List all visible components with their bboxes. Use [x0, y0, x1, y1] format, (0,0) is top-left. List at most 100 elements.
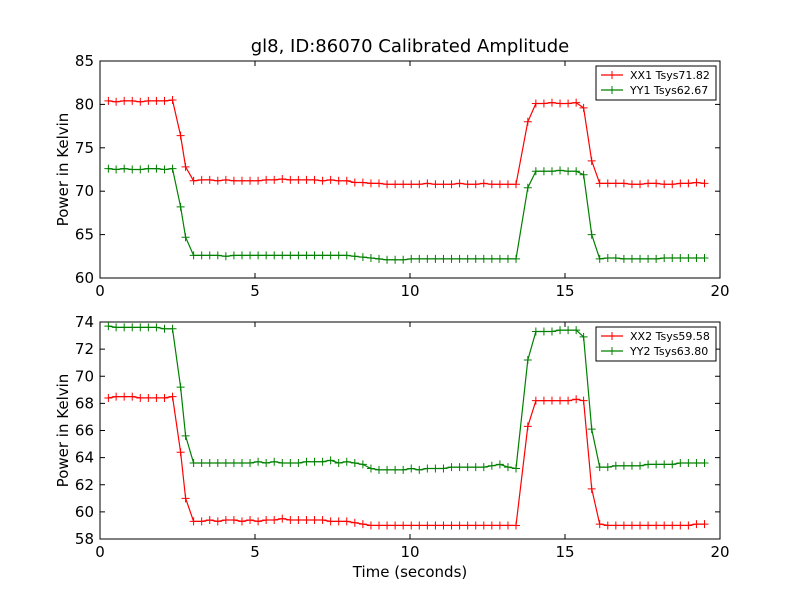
data-point	[619, 179, 628, 188]
data-point	[189, 251, 198, 260]
data-point	[358, 520, 367, 529]
data-point	[523, 422, 532, 431]
y-tick-label: 74	[75, 313, 94, 331]
data-point	[294, 175, 303, 184]
data-point	[375, 254, 383, 263]
data-point	[104, 96, 113, 105]
data-point	[603, 463, 612, 472]
data-point	[128, 165, 137, 174]
data-point	[463, 180, 472, 189]
data-point	[463, 463, 472, 472]
top-plot: 0 5 10 15 20 60 65 70 75 80 85 Power in Kelvin XX1 T…	[54, 52, 730, 300]
data-point	[523, 117, 532, 126]
legend-box	[595, 326, 717, 362]
data-point	[120, 96, 129, 105]
data-point	[676, 254, 685, 263]
x-axis-label: Time (seconds)	[352, 563, 468, 581]
data-point	[611, 179, 620, 188]
data-point	[176, 131, 185, 140]
legend: XX1 Tsys71.82 YY1 Tsys62.67	[595, 65, 717, 101]
data-point	[254, 457, 263, 466]
data-point	[692, 178, 701, 187]
data-point	[221, 459, 230, 468]
data-point	[644, 521, 653, 530]
data-point	[399, 521, 408, 530]
data-point	[205, 175, 214, 184]
data-point	[660, 521, 669, 530]
data-point	[160, 165, 169, 174]
data-point	[213, 459, 222, 468]
data-point	[128, 96, 137, 105]
data-point	[619, 521, 628, 530]
data-point	[644, 179, 653, 188]
data-point	[503, 180, 512, 189]
data-point	[262, 251, 271, 260]
data-point	[471, 180, 480, 189]
data-point	[197, 251, 206, 260]
data-point	[676, 179, 685, 188]
data-point	[286, 516, 295, 525]
data-point	[668, 460, 677, 469]
data-point	[523, 355, 532, 364]
data-point	[495, 521, 504, 530]
data-point	[136, 323, 145, 332]
data-point	[415, 521, 424, 530]
legend-label: XX1 Tsys71.82	[630, 69, 710, 82]
data-point	[531, 327, 540, 336]
data-point	[447, 521, 456, 530]
data-point	[254, 176, 263, 185]
data-point	[112, 97, 121, 106]
data-point	[423, 254, 432, 263]
data-point	[237, 176, 246, 185]
data-point	[644, 460, 653, 469]
data-point	[487, 254, 496, 263]
data-point	[415, 465, 424, 474]
data-point	[144, 323, 153, 332]
data-point	[431, 180, 440, 189]
data-point	[375, 179, 383, 188]
data-point	[144, 393, 153, 402]
data-point	[587, 156, 596, 165]
data-point	[120, 164, 129, 173]
data-point	[104, 322, 113, 331]
data-point	[487, 180, 496, 189]
data-point	[152, 393, 161, 402]
data-point	[213, 251, 222, 260]
data-point	[463, 521, 472, 530]
data-point	[700, 459, 709, 468]
data-point	[556, 166, 565, 175]
y-tick-label: 62	[75, 476, 94, 494]
data-point	[181, 233, 190, 242]
data-point	[531, 167, 540, 176]
data-point	[431, 464, 440, 473]
y-tick-label: 68	[75, 394, 94, 412]
data-point	[439, 521, 448, 530]
data-point	[512, 180, 521, 189]
data-point	[229, 251, 238, 260]
data-point	[547, 167, 556, 176]
data-point	[627, 254, 636, 263]
data-point	[495, 180, 504, 189]
data-point	[479, 463, 488, 472]
data-point	[278, 459, 287, 468]
data-point	[334, 251, 343, 260]
data-point	[229, 176, 238, 185]
data-point	[326, 517, 335, 526]
x-tick-label: 0	[95, 543, 105, 561]
data-point	[523, 183, 532, 192]
y-tick-label: 58	[75, 530, 94, 548]
data-point	[294, 459, 303, 468]
data-point	[270, 251, 279, 260]
data-point	[294, 251, 303, 260]
data-point	[246, 459, 255, 468]
data-point	[112, 165, 121, 174]
data-point	[205, 516, 214, 525]
data-point	[423, 521, 432, 530]
data-point	[503, 254, 512, 263]
data-point	[334, 176, 343, 185]
data-point	[564, 396, 573, 405]
data-point	[213, 517, 222, 526]
data-point	[310, 457, 319, 466]
data-point	[318, 457, 327, 466]
data-point	[579, 396, 588, 405]
